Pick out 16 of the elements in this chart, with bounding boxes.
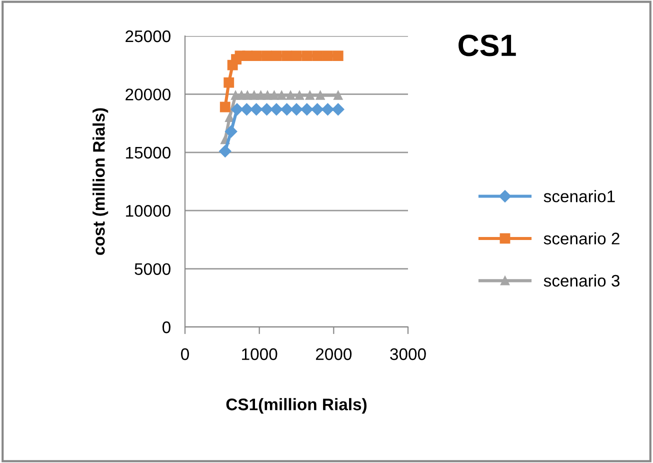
x-axis-title: CS1(million Rials) xyxy=(226,398,367,414)
x-tick-label: 1000 xyxy=(242,348,278,360)
y-tick-label: 0 xyxy=(162,321,170,334)
text: CS1 xyxy=(458,34,516,56)
x-tick-label: 2000 xyxy=(316,348,352,360)
legend-label: scenario 2 xyxy=(544,232,620,244)
y-tick-label: 5000 xyxy=(134,263,170,276)
y-tick-label: 10000 xyxy=(126,205,170,217)
x-tick-label: 3000 xyxy=(390,348,426,360)
x-tick-label: 0 xyxy=(181,348,189,360)
y-tick-label: 15000 xyxy=(126,146,170,159)
legend-label: scenario1 xyxy=(544,190,615,202)
y-tick-label: 20000 xyxy=(126,88,170,100)
y-tick-label: 25000 xyxy=(126,30,170,42)
legend-label: scenario 3 xyxy=(544,274,620,287)
y-axis-title: cost (million Rials) xyxy=(92,108,108,255)
